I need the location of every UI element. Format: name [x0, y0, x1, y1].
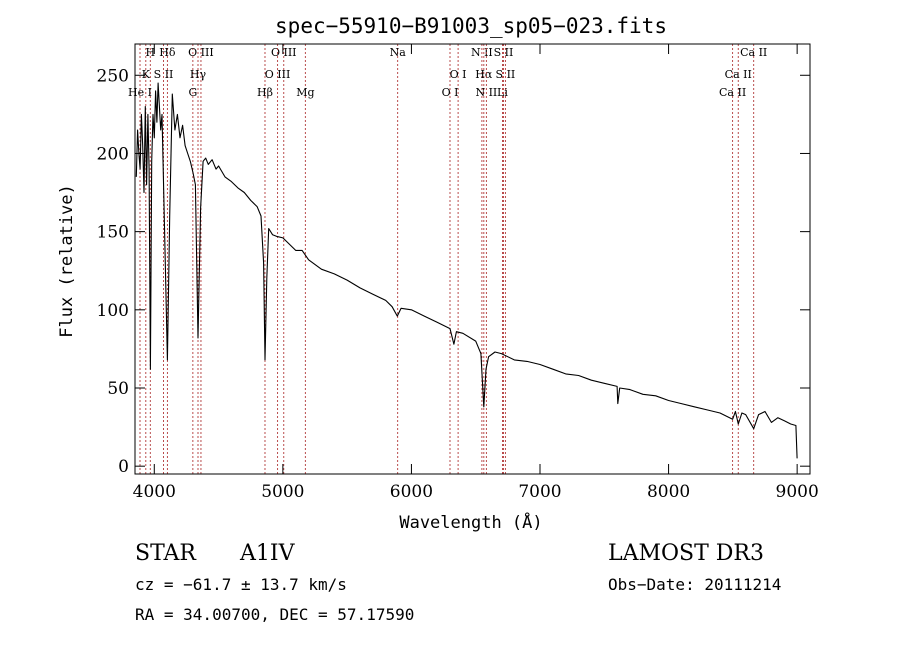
y-axis-label: Flux (relative)	[57, 184, 77, 338]
ra-dec: RA = 34.00700, DEC = 57.17590	[135, 605, 414, 624]
marker-label: H	[146, 46, 156, 59]
x-tick-label: 5000	[261, 482, 304, 502]
axes: 4000 5000 6000 7000 8000 9000 0 50 100 150 200 250	[97, 43, 819, 502]
marker-label: Ca II	[740, 46, 767, 59]
x-tick-label: 4000	[133, 482, 176, 502]
survey-name: LAMOST DR3	[608, 541, 764, 566]
marker-label: N II	[471, 46, 493, 59]
marker-label: He I	[128, 86, 152, 99]
marker-label: Hβ	[257, 86, 273, 99]
marker-label: Ca II	[719, 86, 746, 99]
x-tick-label: 9000	[776, 482, 819, 502]
y-tick-label: 150	[97, 223, 129, 243]
y-tick-label: 100	[97, 301, 129, 321]
marker-label: Hδ	[159, 46, 176, 59]
spectrum-series	[135, 82, 798, 459]
marker-label: O III	[271, 46, 297, 59]
object-subclass: A1IV	[239, 541, 296, 566]
plot-frame	[134, 43, 811, 475]
marker-label: S II	[154, 68, 174, 81]
y-tick-label: 50	[107, 379, 129, 399]
marker-label: K	[142, 68, 151, 81]
y-tick-label: 200	[97, 144, 129, 164]
marker-label: Na	[390, 46, 407, 59]
marker-label: O I	[442, 86, 459, 99]
y-tick-label: 0	[118, 457, 129, 477]
marker-label: S II	[496, 68, 516, 81]
marker-label: Hγ	[190, 68, 207, 81]
chart-title: spec−55910−B91003_sp05−023.fits	[275, 14, 667, 38]
x-axis-label: Wavelength (Å)	[399, 511, 542, 533]
obs-date: Obs−Date: 20111214	[608, 575, 781, 594]
marker-label: O III	[265, 68, 291, 81]
marker-label: N II	[475, 86, 497, 99]
marker-label: G	[188, 86, 197, 99]
object-class: STAR	[135, 541, 197, 566]
redshift-cz: cz = −61.7 ± 13.7 km/s	[135, 575, 347, 594]
spectrum-line	[135, 82, 798, 459]
line-markers: HK He I Hδ S II G O III Hγ Hβ O III O III Mg Na O I O…	[128, 44, 767, 474]
marker-label: Ca II	[725, 68, 752, 81]
x-tick-label: 7000	[518, 482, 561, 502]
marker-label: S II	[494, 46, 514, 59]
marker-label: Mg	[296, 86, 314, 99]
x-tick-label: 6000	[390, 482, 433, 502]
marker-label: O III	[188, 46, 214, 59]
marker-label: Li	[497, 86, 508, 99]
x-tick-label: 8000	[647, 482, 690, 502]
marker-label: O I	[450, 68, 467, 81]
y-tick-label: 250	[97, 66, 129, 86]
marker-label: Hα	[475, 68, 493, 81]
